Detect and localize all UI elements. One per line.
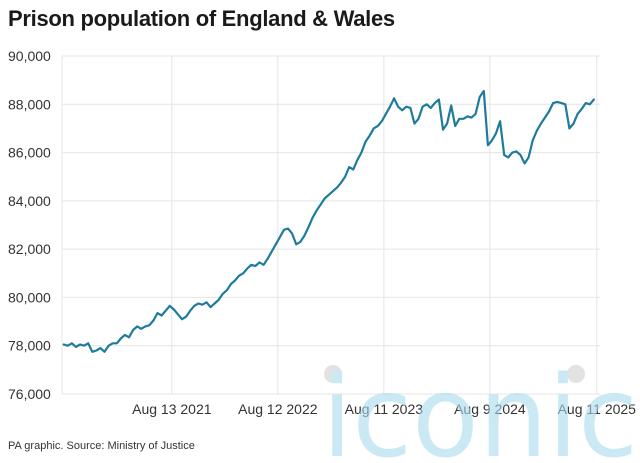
series-line-prison-population: [62, 89, 595, 353]
y-tick-label: 90,000: [8, 48, 51, 64]
y-tick-label: 84,000: [8, 193, 51, 209]
y-tick-label: 82,000: [8, 241, 51, 257]
source-note: PA graphic. Source: Ministry of Justice: [8, 440, 195, 452]
x-tick-label: Aug 11 2025: [558, 401, 637, 417]
y-tick-label: 80,000: [8, 289, 51, 305]
y-tick-label: 78,000: [8, 338, 51, 354]
x-tick-label: Aug 13 2021: [132, 401, 212, 417]
y-tick-label: 76,000: [8, 386, 51, 402]
y-tick-label: 88,000: [8, 96, 51, 112]
y-axis-tick-labels: 76,000 78,000 80,000 82,000 84,000 86,000 88,0…: [8, 48, 51, 402]
x-axis-tick-labels: Aug 13 2021 Aug 12 2022 Aug 11 2023 Aug 9 2…: [132, 401, 636, 417]
series-lines: [62, 89, 595, 353]
x-tick-label: Aug 9 2024: [454, 401, 526, 417]
y-tick-label: 86,000: [8, 145, 51, 161]
grid-lines: [61, 55, 600, 395]
x-tick-label: Aug 12 2022: [238, 401, 318, 417]
chart-title: Prison population of England & Wales: [8, 6, 395, 31]
x-tick-label: Aug 11 2023: [345, 401, 424, 417]
